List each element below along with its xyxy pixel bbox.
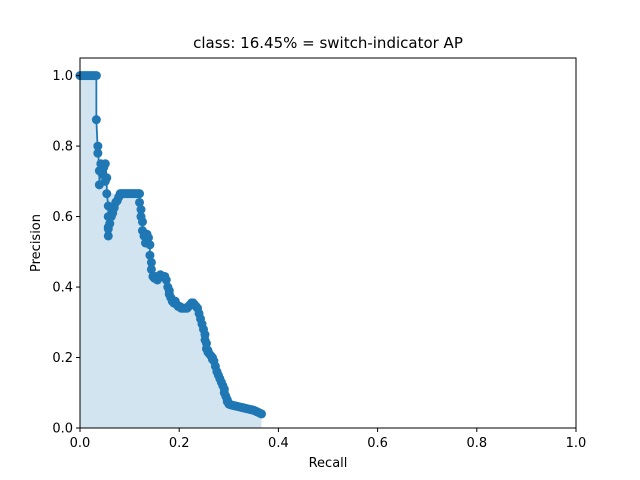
data-point [93, 141, 103, 151]
data-point [136, 205, 146, 215]
y-tick-label: 0.8 [52, 140, 73, 155]
y-tick-label: 0.6 [52, 210, 73, 225]
data-point [100, 159, 110, 169]
data-point [257, 409, 267, 419]
y-tick-label: 0.2 [52, 351, 73, 366]
data-point [102, 173, 112, 183]
data-point [135, 189, 145, 199]
data-point [161, 275, 171, 285]
data-point [102, 189, 112, 199]
x-tick-label: 0.2 [169, 436, 190, 451]
data-point [145, 240, 155, 250]
x-axis-title: Recall [309, 456, 348, 471]
y-axis-ticks: 0.0 0.2 0.4 0.6 0.8 1.0 [52, 69, 80, 437]
axes-frame [79, 57, 577, 429]
data-point [103, 231, 113, 241]
plot-area [75, 71, 267, 428]
x-tick-label: 1.0 [566, 436, 587, 451]
data-point [93, 148, 103, 158]
x-tick-label: 0.8 [466, 436, 487, 451]
x-tick-label: 0.4 [268, 436, 289, 451]
x-tick-label: 0.6 [367, 436, 388, 451]
data-point [146, 264, 156, 274]
x-tick-label: 0.0 [70, 436, 91, 451]
data-point [135, 197, 145, 207]
data-point [145, 250, 155, 260]
area-fill [80, 75, 262, 428]
y-tick-label: 0.0 [52, 422, 73, 437]
y-tick-label: 1.0 [52, 69, 73, 84]
data-point [137, 217, 147, 227]
chart-title: class: 16.45% = switch-indicator AP [193, 34, 463, 52]
data-point [91, 71, 101, 81]
data-point [105, 219, 115, 229]
data-point [146, 257, 156, 267]
x-axis-ticks: 0.0 0.2 0.4 0.6 0.8 1.0 [70, 428, 587, 451]
data-point [91, 115, 101, 125]
y-tick-label: 0.4 [52, 281, 73, 296]
y-axis-title: Precision [29, 214, 44, 272]
data-point [143, 233, 153, 243]
